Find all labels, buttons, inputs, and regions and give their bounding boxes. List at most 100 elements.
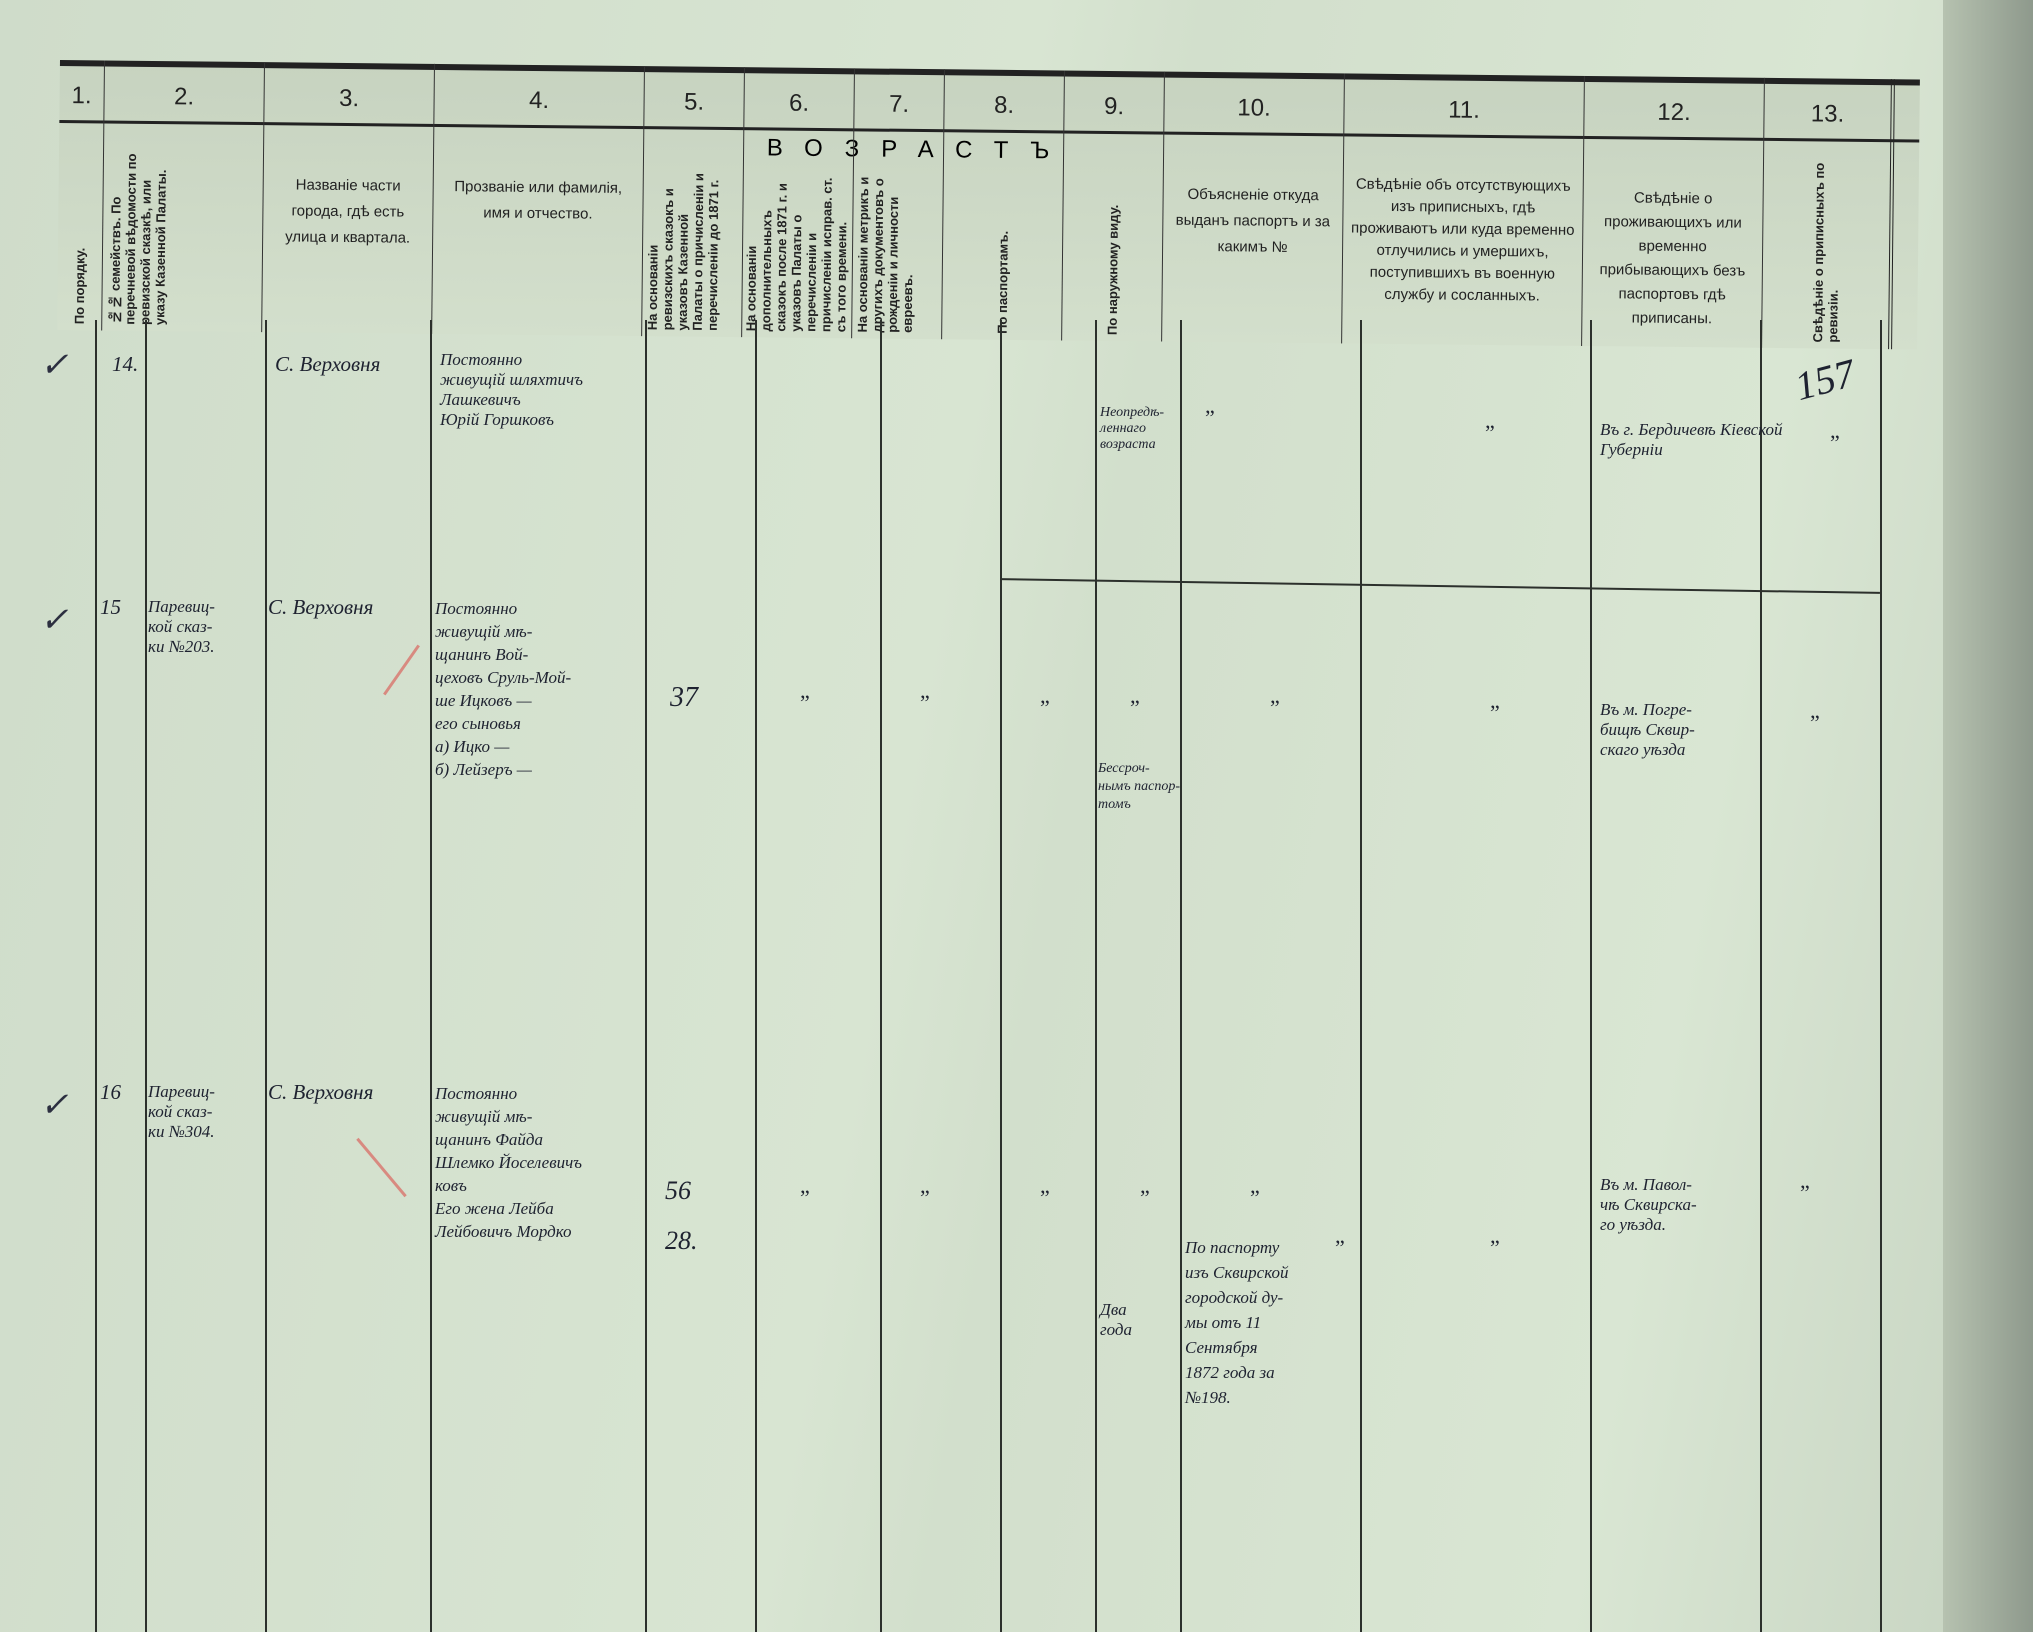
ditto-mark: ”: [1830, 430, 1840, 455]
col-number: 12.: [1657, 98, 1691, 127]
ditto-mark: ”: [1800, 1180, 1810, 1205]
row-number: 16: [100, 1080, 121, 1104]
column-rule: [1000, 320, 1002, 1632]
header-col-6: 6. На основаніи дополнительныхъ сказокъ п…: [742, 67, 855, 339]
column-rule: [755, 320, 757, 1632]
family-reference: Паревиц- кой сказ- ки №304.: [148, 1082, 215, 1141]
col-number: 8.: [993, 91, 1015, 119]
ditto-mark: ”: [1335, 1235, 1345, 1260]
ditto-mark: ”: [1270, 695, 1280, 720]
col-title: На основаніи ревизскихъ сказокъ и указов…: [644, 172, 721, 331]
col-number: 10.: [1237, 94, 1271, 122]
ditto-mark: ”: [1485, 420, 1495, 445]
column-rule: [645, 320, 647, 1632]
ditto-mark: ”: [1490, 1235, 1500, 1260]
col-number: 6.: [788, 89, 810, 117]
red-pencil-mark: [356, 1137, 407, 1198]
book-edge: [1943, 0, 2033, 1632]
appearance-age: Два года: [1100, 1300, 1133, 1339]
col-title: Свѣдѣніе объ отсутствующихъ изъ приписны…: [1351, 175, 1575, 305]
age: 56: [665, 1176, 691, 1205]
column-rule: [1180, 320, 1182, 1632]
col-title: На основаніи дополнительныхъ сказокъ пос…: [742, 177, 849, 333]
column-rule: [145, 320, 147, 1632]
header-col-9: 9. По наружному виду.: [1062, 70, 1165, 342]
col-title: №№ семействъ. По перечневой вѣдомости по…: [106, 153, 169, 326]
header-col-8: 8. По паспортамъ.: [942, 69, 1065, 341]
ditto-mark: ”: [1040, 1185, 1050, 1210]
check-mark: ✓: [40, 602, 69, 639]
col-number: 11.: [1448, 96, 1480, 124]
ditto-mark: ”: [920, 1185, 930, 1210]
ditto-mark: ”: [920, 690, 930, 715]
column-rule: [95, 320, 97, 1632]
column-rule: [880, 320, 882, 1632]
family-reference: Паревиц- кой сказ- ки №203.: [148, 597, 215, 656]
column-rule: [265, 320, 267, 1632]
ditto-mark: ”: [1250, 1185, 1260, 1210]
column-rule: [1760, 320, 1762, 1632]
col-title: Свѣдѣніе о приписныхъ по ревизіи.: [1810, 162, 1841, 343]
header-col-7: 7. На основаніи метрикъ и другихъ докумен…: [852, 68, 945, 340]
place: С. Верховня: [268, 1080, 374, 1104]
row-number: 14.: [112, 352, 139, 376]
residence: Въ г. Бердичевѣ Кіевской Губерніи: [1600, 420, 1783, 459]
row-number: 15: [100, 595, 121, 619]
col-title: Свѣдѣніе о проживающихъ или временно при…: [1599, 189, 1746, 328]
person-name: Постоянно живущій мѣ- щанинъ Файда Шлемк…: [435, 1084, 583, 1241]
col-number: 13.: [1810, 100, 1845, 128]
header-col-13: 13. Свѣдѣніе о приписныхъ по ревизіи.: [1762, 77, 1895, 350]
column-rule: [430, 320, 432, 1632]
page-number: 157: [1790, 350, 1860, 410]
ditto-mark: ”: [1140, 1185, 1150, 1210]
ditto-mark: ”: [1130, 695, 1140, 720]
header-col-12: 12. Свѣдѣніе о проживающихъ или временно …: [1582, 75, 1765, 348]
header-col-11: 11. Свѣдѣніе объ отсутствующихъ изъ припи…: [1342, 73, 1585, 346]
col-title: На основаніи метрикъ и другихъ документо…: [854, 176, 915, 333]
person-name: Постоянно живущій шляхтичъ Лашкевичъ Юрі…: [440, 350, 583, 429]
column-rule: [1095, 320, 1097, 1632]
ditto-mark: ”: [800, 1185, 810, 1210]
check-mark: ✓: [40, 347, 69, 384]
column-rule: [1590, 320, 1592, 1632]
header-col-10: 10. Объясненіе откуда выданъ паспортъ и з…: [1162, 71, 1345, 344]
appearance-age: Бессроч- нымъ паспор- томъ: [1098, 761, 1181, 812]
col-title: По порядку.: [71, 247, 88, 325]
age: 37: [670, 682, 698, 713]
ditto-mark: ”: [1490, 700, 1500, 725]
ditto-mark: ”: [1810, 710, 1820, 735]
column-rule: [1360, 320, 1362, 1632]
column-rule: [1880, 320, 1882, 1632]
person-name: Постоянно живущій мѣ- щанинъ Вой- цеховъ…: [435, 599, 572, 779]
col-number: 2.: [173, 83, 195, 111]
appearance-age: Неопредѣ- леннаго возраста: [1100, 405, 1165, 452]
col-title: Названіе части города, гдѣ есть улица и …: [285, 176, 411, 247]
place: С. Верховня: [268, 595, 374, 619]
col-number: 9.: [1103, 92, 1125, 121]
header-col-1: 1. По порядку.: [57, 60, 105, 331]
col-title: Объясненіе откуда выданъ паспортъ и за к…: [1175, 185, 1331, 256]
ditto-mark: ”: [800, 690, 810, 715]
header-col-5: 5. На основаніи ревизскихъ сказокъ и указ…: [642, 66, 745, 338]
ditto-mark: ”: [1205, 405, 1215, 430]
col-number: 5.: [683, 88, 705, 116]
header-col-3: 3. Названіе части города, гдѣ есть улица …: [262, 62, 435, 334]
red-pencil-mark: [383, 644, 420, 696]
form-header: ВОЗРАСТЪ 1. По порядку. 2. №№ семействъ. П…: [57, 60, 1920, 350]
col-number: 7.: [888, 90, 910, 118]
col-title: По наружному виду.: [1104, 204, 1121, 336]
residence: Въ м. Погре- бищѣ Сквир- скаго уѣзда: [1600, 700, 1695, 759]
header-col-4: 4. Прозваніе или фамилія, имя и отчество.: [432, 63, 645, 337]
age: 28.: [665, 1226, 698, 1255]
place: С. Верховня: [275, 352, 381, 376]
col-number: 4.: [528, 86, 550, 115]
col-number: 3.: [338, 84, 360, 113]
col-title: Прозваніе или фамилія, имя и отчество.: [454, 178, 623, 223]
check-mark: ✓: [40, 1087, 69, 1124]
passport-issued: По паспорту изъ Сквирской городской ду- …: [1185, 1238, 1289, 1407]
residence: Въ м. Павол- чѣ Сквирска- го уѣзда.: [1600, 1175, 1697, 1234]
header-col-2: 2. №№ семействъ. По перечневой вѣдомости …: [102, 60, 265, 333]
row-divider: [1000, 578, 1880, 594]
col-number: 1.: [71, 82, 92, 110]
